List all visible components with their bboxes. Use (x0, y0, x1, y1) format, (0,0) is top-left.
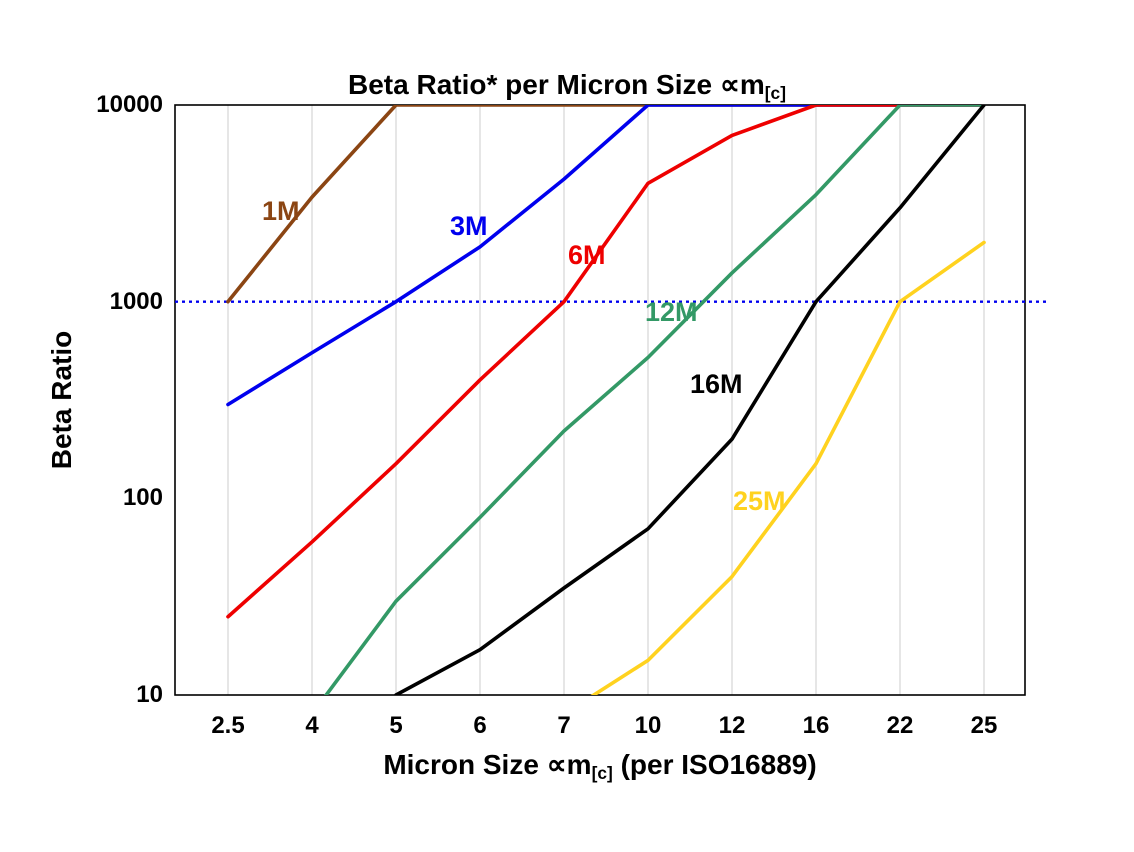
chart-title-text: Beta Ratio* per Micron Size ∝m (348, 69, 765, 100)
x-tick-label-16: 16 (802, 712, 830, 739)
x-tick-label-7: 7 (557, 712, 571, 739)
series-line-12M (323, 105, 986, 695)
chart-title-subscript: [c] (764, 82, 786, 103)
x-axis-title: Micron Size ∝m[c] (per ISO16889) (175, 748, 1025, 784)
x-tick-label-10: 10 (634, 712, 662, 739)
x-tick-label-25: 25 (970, 712, 998, 739)
x-tick-label-4: 4 (305, 712, 319, 739)
y-tick-label-10000: 10000 (96, 91, 163, 118)
x-tick-label-2.5: 2.5 (211, 712, 245, 739)
series-label-25M: 25M (733, 486, 786, 516)
x-tick-label-6: 6 (473, 712, 487, 739)
x-axis-title-text: Micron Size ∝m (383, 749, 592, 780)
y-tick-label-1000: 1000 (109, 287, 163, 315)
series-label-3M: 3M (450, 211, 488, 241)
series-line-25M (590, 240, 986, 695)
x-tick-label-12: 12 (718, 712, 746, 739)
x-tick-label-22: 22 (886, 712, 914, 739)
series-label-6M: 6M (568, 240, 606, 270)
chart-title: Beta Ratio* per Micron Size ∝m[c] (0, 68, 1134, 104)
x-axis-title-subscript: [c] (591, 762, 613, 783)
series-line-1M (226, 105, 986, 304)
series-label-16M: 16M (690, 369, 743, 399)
series-line-6M (226, 105, 986, 619)
series-label-1M: 1M (262, 196, 300, 226)
series-line-16M (394, 105, 986, 695)
x-tick-label-5: 5 (389, 712, 403, 739)
y-tick-label-100: 100 (122, 484, 163, 512)
x-axis-title-suffix: (per ISO16889) (612, 749, 817, 780)
y-tick-label-10: 10 (136, 681, 163, 708)
series-label-12M: 12M (645, 297, 698, 327)
series-line-3M (226, 105, 986, 407)
